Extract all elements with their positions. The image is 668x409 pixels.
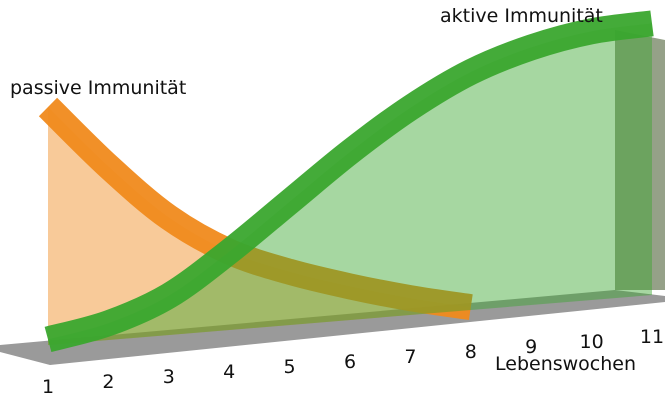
- ribbon: [38, 97, 473, 321]
- x-tick-label: 7: [404, 346, 416, 368]
- x-tick-label: 8: [465, 341, 477, 363]
- x-tick-label: 11: [640, 326, 664, 348]
- x-tick-label: 2: [102, 371, 114, 393]
- x-tick-label: 1: [42, 376, 54, 398]
- legend-label: aktive Immunität: [440, 5, 603, 27]
- area: [48, 107, 471, 345]
- x-tick-label: 10: [580, 331, 604, 353]
- legend-label: passive Immunität: [10, 77, 186, 99]
- x-axis-title: Lebenswochen: [495, 353, 636, 375]
- ribbon: [44, 10, 654, 352]
- x-tick-label: 3: [163, 366, 175, 388]
- x-tick-label: 5: [284, 356, 296, 378]
- x-tick-label: 9: [525, 336, 537, 358]
- x-tick-label: 4: [223, 361, 235, 383]
- x-tick-label: 6: [344, 351, 356, 373]
- floor: [0, 290, 665, 365]
- area: [48, 23, 652, 346]
- back-wall: [615, 30, 665, 290]
